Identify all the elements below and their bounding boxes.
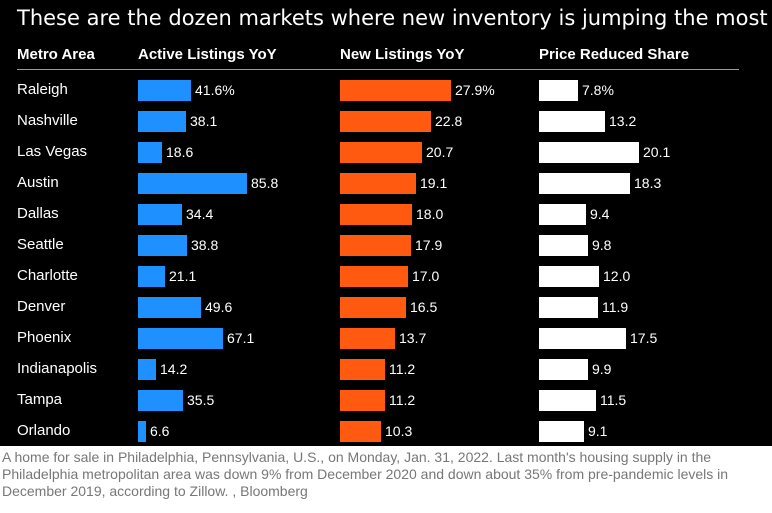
bar-value-label: 11.5 [600, 392, 627, 408]
bar-active-listings [138, 266, 165, 287]
bar-value-label: 16.5 [410, 299, 438, 315]
bar-value-label: 49.6 [205, 299, 233, 315]
bar-price-reduced [539, 142, 639, 163]
bar-active-listings [138, 390, 183, 411]
bar-price-reduced [539, 297, 598, 318]
bar-value-label: 41.6% [195, 82, 235, 98]
row-label: Phoenix [17, 329, 72, 346]
row-label: Seattle [17, 236, 64, 253]
bar-price-reduced [539, 80, 578, 101]
row-label: Las Vegas [17, 143, 88, 160]
bar-value-label: 85.8 [251, 175, 279, 191]
bar-value-label: 13.7 [399, 330, 427, 346]
row-label: Charlotte [17, 267, 78, 284]
bar-new-listings [340, 328, 395, 349]
bar-active-listings [138, 111, 186, 132]
chart-title: These are the dozen markets where new in… [17, 6, 768, 30]
bar-price-reduced [539, 359, 588, 380]
bar-value-label: 17.5 [630, 330, 658, 346]
bar-value-label: 14.2 [160, 361, 188, 377]
bar-active-listings [138, 173, 247, 194]
bar-value-label: 21.1 [169, 268, 197, 284]
bar-price-reduced [539, 204, 586, 225]
row-label: Austin [17, 174, 59, 191]
row-label: Indianapolis [17, 360, 98, 377]
bar-value-label: 17.0 [412, 268, 440, 284]
bar-value-label: 38.1 [190, 113, 218, 129]
bar-price-reduced [539, 328, 626, 349]
bar-value-label: 11.2 [389, 361, 416, 377]
bar-value-label: 17.9 [415, 237, 443, 253]
bar-value-label: 18.6 [166, 144, 194, 160]
row-label: Orlando [17, 422, 71, 439]
bar-new-listings [340, 235, 411, 256]
bar-price-reduced [539, 421, 584, 442]
bar-value-label: 18.3 [634, 175, 662, 191]
bar-active-listings [138, 142, 162, 163]
row-label: Raleigh [17, 81, 68, 98]
bar-value-label: 27.9% [455, 82, 495, 98]
chart-panel: These are the dozen markets where new in… [0, 0, 772, 446]
bar-active-listings [138, 328, 223, 349]
row-label: Nashville [17, 112, 78, 129]
header-divider [17, 69, 739, 70]
bar-price-reduced [539, 390, 596, 411]
bar-new-listings [340, 204, 412, 225]
bar-new-listings [340, 297, 406, 318]
bar-new-listings [340, 173, 416, 194]
bar-value-label: 35.5 [187, 392, 215, 408]
bar-new-listings [340, 266, 408, 287]
bar-new-listings [340, 111, 431, 132]
bar-active-listings [138, 359, 156, 380]
bar-value-label: 13.2 [609, 113, 637, 129]
row-label: Tampa [17, 391, 63, 408]
bar-value-label: 6.6 [150, 423, 170, 439]
column-header-new-listings: New Listings YoY [340, 46, 465, 63]
bar-price-reduced [539, 235, 588, 256]
bar-value-label: 11.9 [602, 299, 629, 315]
bar-value-label: 11.2 [389, 392, 416, 408]
bar-value-label: 9.8 [592, 237, 612, 253]
bar-value-label: 38.8 [191, 237, 219, 253]
row-header: Metro Area [17, 46, 95, 63]
bar-new-listings [340, 359, 385, 380]
bar-value-label: 20.7 [426, 144, 454, 160]
bar-active-listings [138, 204, 182, 225]
bar-value-label: 9.9 [592, 361, 612, 377]
bar-value-label: 10.3 [385, 423, 413, 439]
bar-value-label: 7.8% [582, 82, 614, 98]
row-label: Denver [17, 298, 66, 315]
bar-value-label: 22.8 [435, 113, 463, 129]
bar-value-label: 34.4 [186, 206, 214, 222]
bar-price-reduced [539, 173, 630, 194]
column-header-price-reduced: Price Reduced Share [539, 46, 690, 63]
bar-active-listings [138, 421, 146, 442]
bar-value-label: 19.1 [420, 175, 448, 191]
bar-price-reduced [539, 111, 605, 132]
bar-price-reduced [539, 266, 599, 287]
bar-active-listings [138, 297, 201, 318]
bar-value-label: 9.4 [590, 206, 610, 222]
bar-value-label: 12.0 [603, 268, 631, 284]
bar-new-listings [340, 80, 451, 101]
bar-new-listings [340, 421, 381, 442]
bar-value-label: 18.0 [416, 206, 444, 222]
column-header-active-listings: Active Listings YoY [138, 46, 277, 63]
bar-value-label: 67.1 [227, 330, 255, 346]
bar-active-listings [138, 80, 191, 101]
bar-value-label: 20.1 [643, 144, 671, 160]
photo-caption: A home for sale in Philadelphia, Pennsyl… [2, 449, 729, 499]
bar-new-listings [340, 390, 385, 411]
bar-value-label: 9.1 [588, 423, 608, 439]
bar-new-listings [340, 142, 422, 163]
bar-active-listings [138, 235, 187, 256]
row-label: Dallas [17, 205, 59, 222]
